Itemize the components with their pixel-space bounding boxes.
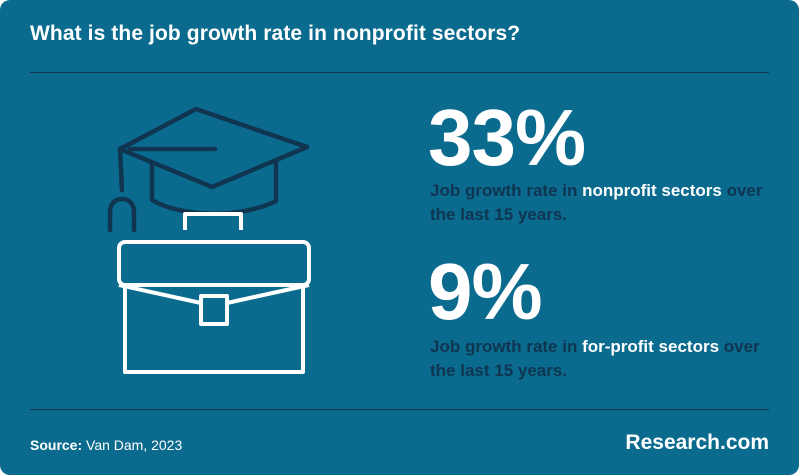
source-text: Van Dam, 2023 (82, 437, 183, 453)
description-highlight: for-profit sectors (582, 337, 720, 356)
briefcase-icon (117, 212, 311, 374)
source-label: Source: (30, 437, 83, 453)
graduation-cap-icon (107, 106, 310, 233)
description-highlight: nonprofit sectors (582, 181, 722, 200)
top-divider (30, 72, 769, 73)
source-citation: Source: Van Dam, 2023 (30, 437, 182, 453)
description-prefix: Job growth rate in (430, 181, 583, 200)
page-title: What is the job growth rate in nonprofit… (30, 22, 521, 45)
stat-value-for-profit: 9% (428, 247, 543, 336)
brand-logo: Research.com (625, 431, 769, 454)
stat-description-for-profit: Job growth rate in for-profit sectors ov… (430, 335, 780, 383)
bottom-divider (30, 409, 769, 410)
stat-value-nonprofit: 33% (428, 93, 586, 182)
illustration (107, 106, 311, 374)
stat-description-nonprofit: Job growth rate in nonprofit sectors ove… (430, 179, 780, 227)
description-suffix: over the last 15 years. (430, 337, 760, 380)
description-suffix: over the last 15 years. (430, 181, 763, 224)
description-prefix: Job growth rate in (430, 337, 583, 356)
